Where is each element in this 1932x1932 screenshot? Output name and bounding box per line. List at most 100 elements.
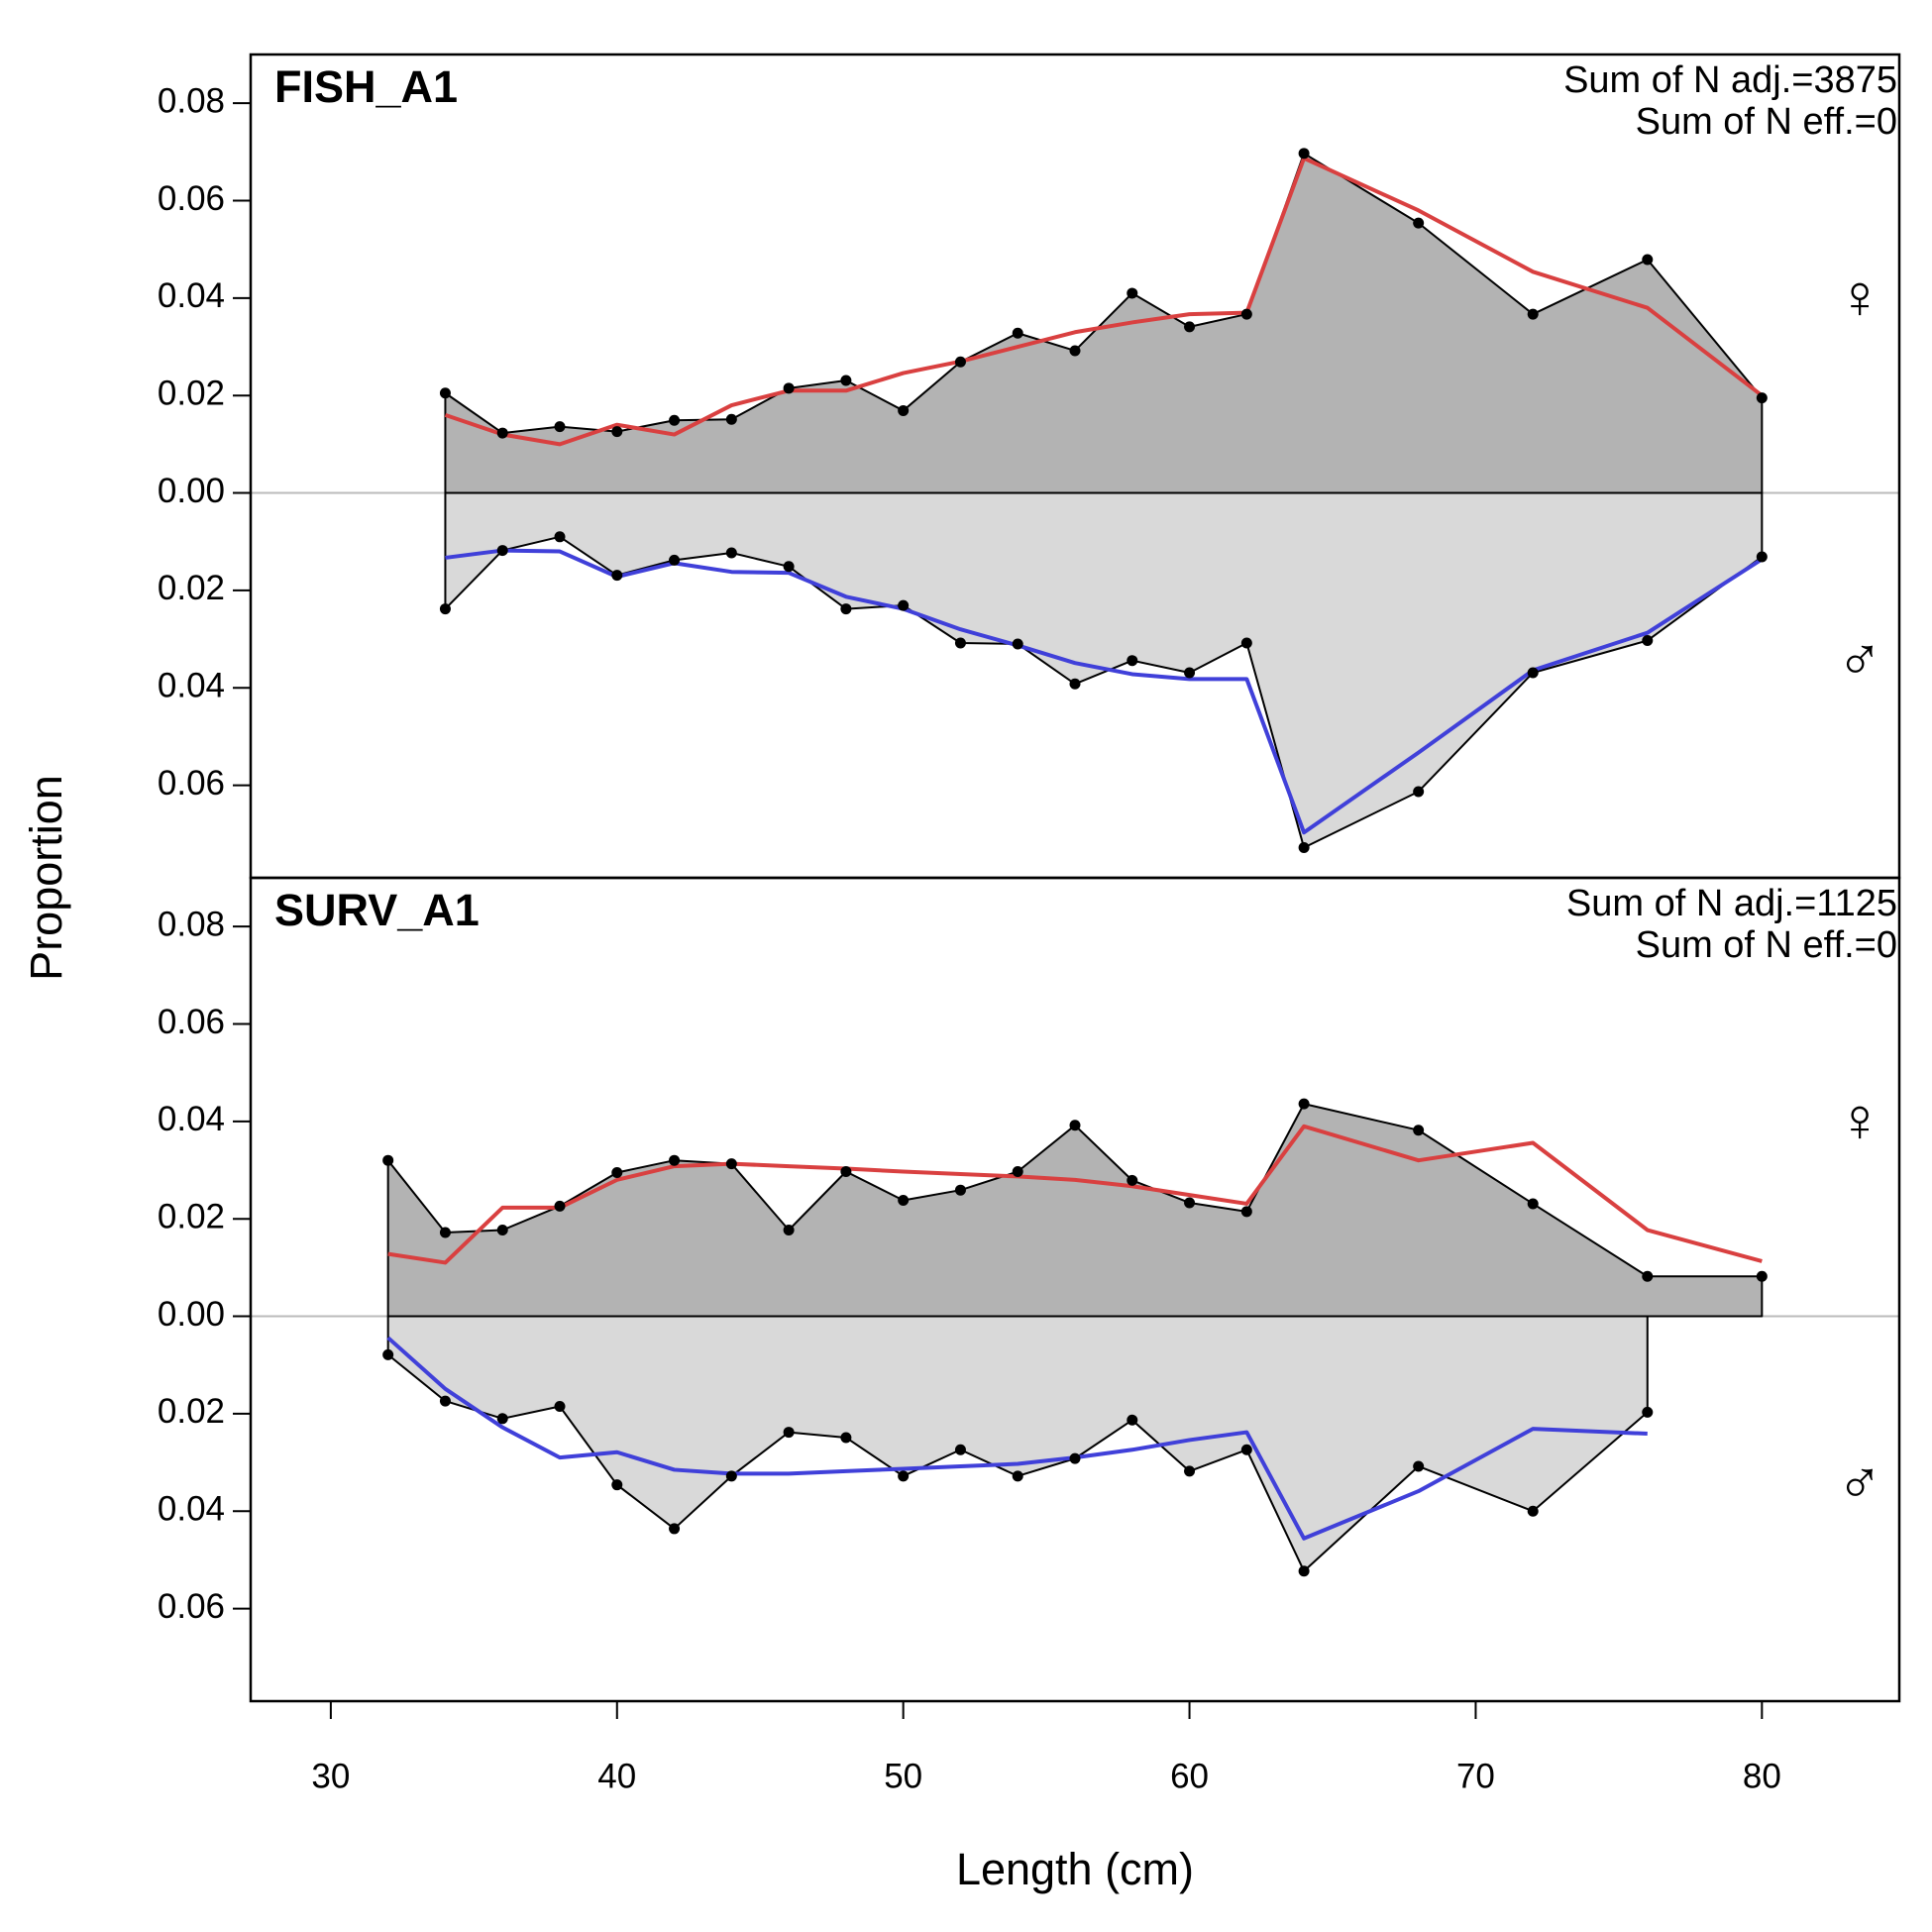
observed-point [898,1470,910,1482]
observed-point [898,404,910,416]
observed-point [725,1470,737,1482]
expected-line [386,1336,1648,1541]
observed-point [1069,1120,1081,1131]
observed-point [1012,638,1023,650]
panel-frame [249,876,1901,1703]
annotation: Sum of N adj.=1125 [1566,883,1897,924]
x-tick-label: 30 [311,1757,350,1795]
observed-point [1642,1270,1654,1282]
observed-point [1527,1505,1539,1517]
observed-point [1413,1460,1425,1472]
annotation: Sum of N adj.=3875 [1563,59,1897,101]
observed-point [898,1195,910,1207]
sex-symbol: ♂ [1837,1449,1883,1517]
observed-point [1127,1174,1138,1186]
observed-point [1127,1414,1138,1426]
observed-point [611,570,623,582]
observed-point [439,387,451,399]
expected-line [444,156,1764,447]
y-tick-label: 0.08 [158,905,225,943]
observed-point [439,603,451,615]
observed-area [386,1103,1764,1318]
observed-point [1756,551,1768,563]
observed-point [1184,321,1196,333]
observed-point [954,1184,966,1196]
annotation: Sum of N eff.=0 [1636,924,1897,966]
observed-point [840,1166,852,1178]
y-tick-label: 0.00 [158,472,225,510]
observed-point [554,531,566,543]
x-tick-label: 50 [884,1757,922,1795]
observed-point [1012,1166,1023,1178]
observed-point [954,637,966,649]
y-tick-label: 0.04 [158,1489,225,1528]
observed-point [1012,1470,1023,1482]
observed-point [1127,655,1138,667]
observed-point [1127,287,1138,299]
observed-point [1298,1098,1310,1110]
observed-point [1642,1406,1654,1418]
observed-point [669,554,681,566]
observed-point [1527,1198,1539,1210]
observed-point [1642,254,1654,266]
observed-point [611,1166,623,1178]
observed-point [1527,308,1539,320]
y-tick-label: 0.04 [158,276,225,315]
observed-point [382,1348,394,1360]
observed-point [1184,1197,1196,1209]
y-tick-label: 0.02 [158,1392,225,1431]
observed-point [1298,148,1310,160]
observed-point [725,413,737,425]
observed-point [783,1225,795,1236]
observed-point [725,547,737,559]
x-axis-label: Length (cm) [956,1844,1194,1894]
observed-point [611,426,623,438]
annotation: Sum of N eff.=0 [1636,101,1897,143]
observed-point [611,1479,623,1491]
observed-point [1527,667,1539,679]
y-tick-label: 0.06 [158,1003,225,1041]
observed-point [783,1427,795,1439]
y-tick-label: 0.06 [158,764,225,803]
observed-point [1413,786,1425,798]
y-tick-label: 0.04 [158,666,225,704]
observed-point [554,1401,566,1413]
y-tick-label: 0.02 [158,569,225,607]
observed-point [382,1154,394,1166]
y-tick-label: 0.06 [158,179,225,218]
observed-point [1184,1465,1196,1477]
observed-point [1298,1565,1310,1577]
observed-point [954,356,966,368]
x-tick-label: 60 [1170,1757,1209,1795]
observed-point [783,382,795,394]
observed-point [1069,678,1081,690]
observed-point [840,375,852,386]
observed-point [1756,1270,1768,1282]
observed-point [669,1154,681,1166]
y-tick-label: 0.00 [158,1295,225,1334]
panel-title: FISH_A1 [274,61,458,112]
observed-point [496,545,508,557]
x-tick-label: 40 [597,1757,636,1795]
y-axis-label: Proportion [21,775,71,981]
sex-symbol: ♂ [1837,625,1883,694]
observed-point [1069,1452,1081,1464]
observed-point [1642,635,1654,647]
observed-point [496,1225,508,1236]
observed-point [496,1413,508,1425]
y-tick-label: 0.02 [158,374,225,412]
observed-point [1184,667,1196,679]
observed-point [783,561,795,573]
panel-title: SURV_A1 [274,885,480,935]
observed-point [669,414,681,426]
observed-point [840,1432,852,1444]
y-tick-label: 0.08 [158,81,225,120]
observed-point [1012,327,1023,339]
observed-point [1240,1444,1252,1455]
observed-point [439,1395,451,1407]
observed-point [840,603,852,615]
y-tick-label: 0.04 [158,1100,225,1138]
sex-symbol: ♀ [1837,264,1883,332]
observed-point [669,1523,681,1535]
